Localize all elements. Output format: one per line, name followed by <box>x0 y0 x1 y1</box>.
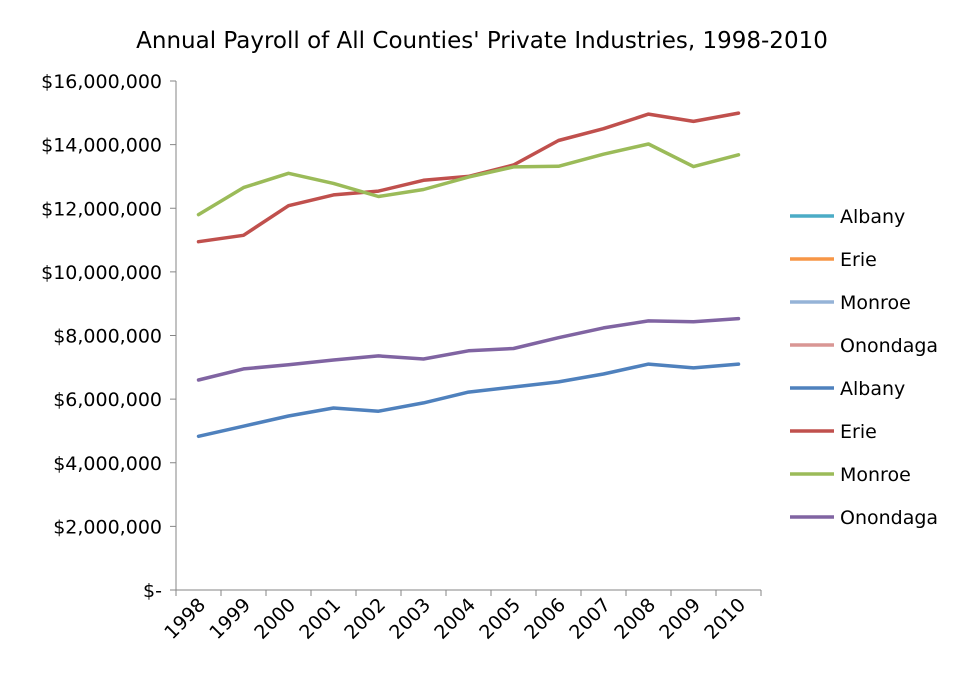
legend-label: Erie <box>840 249 877 271</box>
x-tick-label: 2000 <box>250 594 300 644</box>
x-tick-label: 2007 <box>565 594 615 644</box>
legend-label: Monroe <box>840 464 911 486</box>
series-line-albany <box>196 362 741 439</box>
x-tick-label: 2002 <box>340 594 390 644</box>
y-tick-label: $2,000,000 <box>53 516 162 538</box>
x-tick-label: 2003 <box>385 594 435 644</box>
x-tick-label: 2008 <box>610 594 660 644</box>
series-line-monroe <box>196 142 741 217</box>
series-line-onondaga <box>196 316 741 382</box>
legend-label: Monroe <box>840 292 911 314</box>
legend-label: Onondaga <box>840 507 938 529</box>
x-tick-label: 2005 <box>475 594 525 644</box>
x-tick-label: 1999 <box>205 594 255 644</box>
y-tick-label: $8,000,000 <box>53 326 162 348</box>
y-tick-label: $10,000,000 <box>41 262 162 284</box>
x-tick-label: 2004 <box>430 594 480 644</box>
y-tick-label: $- <box>143 580 162 602</box>
legend-label: Albany <box>840 206 905 228</box>
legend-label: Albany <box>840 378 905 400</box>
legend-label: Onondaga <box>840 335 938 357</box>
y-tick-label: $14,000,000 <box>41 135 162 157</box>
x-tick-label: 1998 <box>160 594 210 644</box>
x-tick-label: 2009 <box>655 594 705 644</box>
x-tick-label: 2006 <box>520 594 570 644</box>
x-tick-label: 2010 <box>700 594 750 644</box>
legend-label: Erie <box>840 421 877 443</box>
chart-axes: $- $2,000,000 $4,000,000 $6,000,000 $8,000,0… <box>41 71 762 644</box>
chart-legend: Albany Erie Monroe Onondaga Albany Erie Monroe… <box>790 206 938 529</box>
chart-series <box>196 111 741 439</box>
y-tick-label: $16,000,000 <box>41 71 162 93</box>
y-tick-label: $4,000,000 <box>53 453 162 475</box>
x-tick-label: 2001 <box>295 594 345 644</box>
y-tick-label: $12,000,000 <box>41 198 162 220</box>
chart-title: Annual Payroll of All Counties' Private … <box>136 28 828 54</box>
y-tick-label: $6,000,000 <box>53 389 162 411</box>
